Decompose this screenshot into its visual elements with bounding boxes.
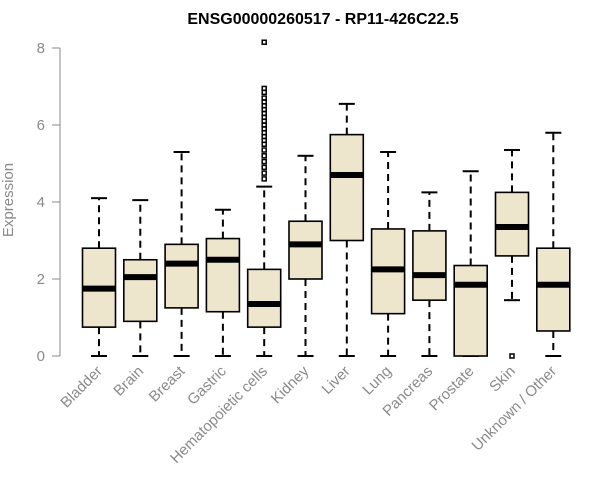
y-tick-label: 4: [37, 194, 45, 211]
outlier-point: [261, 85, 267, 92]
x-tick-label-lung: Lung: [359, 363, 395, 399]
box-hematopoietic-cells: [246, 268, 282, 328]
y-tick-label: 6: [37, 117, 45, 134]
y-tick-label: 8: [37, 40, 45, 57]
box-liver: [329, 133, 365, 242]
outlier-point: [261, 176, 267, 182]
outlier-point: [509, 353, 515, 359]
outlier-point: [261, 147, 267, 153]
x-tick-label-prostate: Prostate: [426, 363, 478, 415]
box-gastric: [205, 237, 241, 313]
box-kidney: [288, 220, 323, 280]
y-tick-label: 2: [37, 271, 45, 288]
x-tick-label-liver: Liver: [319, 363, 354, 398]
y-axis-label: Expression: [0, 163, 17, 237]
chart-title: ENSG00000260517 - RP11-426C22.5: [187, 11, 458, 28]
box-pancreas: [412, 230, 447, 301]
outlier-point: [261, 164, 267, 171]
y-tick-label: 0: [37, 348, 45, 365]
x-tick-label-skin: Skin: [486, 363, 519, 396]
x-tick-label-kidney: Kidney: [268, 362, 313, 407]
box-prostate: [453, 264, 489, 357]
box-unknown-other: [535, 247, 571, 332]
outlier-point: [261, 153, 267, 159]
x-tick-label-brain: Brain: [110, 363, 147, 400]
outlier-point: [261, 158, 267, 165]
outlier-point: [261, 95, 267, 101]
x-tick-label-bladder: Bladder: [57, 363, 106, 412]
box-brain: [123, 258, 158, 323]
outlier-point: [261, 39, 267, 45]
box-breast: [164, 243, 199, 309]
outlier-point: [261, 170, 267, 176]
x-tick-label-breast: Breast: [146, 362, 189, 405]
